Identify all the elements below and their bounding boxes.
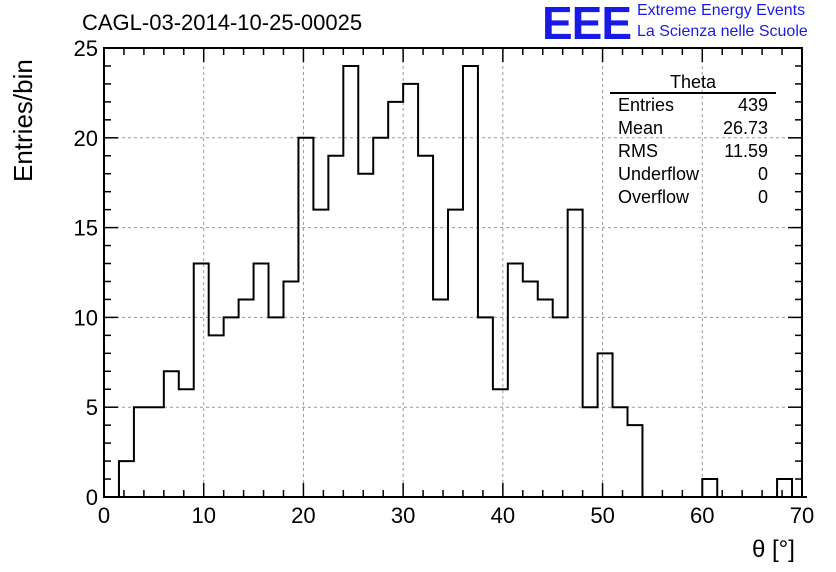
stats-label: Overflow <box>618 187 690 207</box>
histogram-bin <box>149 407 164 497</box>
histogram-bin <box>613 407 628 497</box>
histogram-bin <box>179 389 194 497</box>
stats-value: 11.59 <box>724 141 768 161</box>
stats-row-overflow: Overflow 0 <box>610 186 776 209</box>
x-tick-label: 30 <box>391 503 415 528</box>
stats-label: Entries <box>618 95 675 115</box>
histogram-bin <box>508 264 523 497</box>
histogram-bin <box>194 264 209 497</box>
histogram-bin <box>493 389 508 497</box>
histogram-bin <box>553 317 568 497</box>
stats-value: 0 <box>757 164 768 184</box>
histogram-bin <box>239 299 254 497</box>
x-tick-label: 70 <box>790 503 814 528</box>
stats-row-entries: Entries 439 <box>610 94 776 117</box>
histogram-bin <box>523 281 538 497</box>
logo-line-2: La Scienza nelle Scuole <box>637 23 808 40</box>
stats-value: 0 <box>757 187 768 207</box>
histogram-bin <box>583 407 598 497</box>
stats-label: RMS <box>618 141 658 161</box>
histogram-bin <box>568 210 583 497</box>
stats-row-underflow: Underflow 0 <box>610 163 776 186</box>
histogram-bin <box>328 156 343 497</box>
tick-labels: 0 10 20 30 40 50 60 70 0 5 10 15 20 25 <box>74 36 815 528</box>
histogram-bin <box>254 264 269 497</box>
histogram-bin <box>164 371 179 497</box>
grid-lines <box>104 48 802 497</box>
x-axis-label: θ [°] <box>752 536 795 563</box>
histogram-bin <box>269 317 284 497</box>
histogram-bin <box>119 461 134 497</box>
histogram-bin <box>463 66 478 497</box>
histogram-bin <box>448 210 463 497</box>
histogram-bin <box>538 299 553 497</box>
histogram-bin <box>134 407 149 497</box>
y-tick-label: 20 <box>74 126 98 151</box>
histogram-bin <box>418 156 433 497</box>
histogram-bin <box>628 425 643 497</box>
stats-title: Theta <box>610 72 776 94</box>
plot-frame <box>103 47 803 498</box>
histogram-bin <box>777 479 792 497</box>
x-tick-label: 60 <box>690 503 714 528</box>
x-tick-label: 20 <box>291 503 315 528</box>
y-tick-label: 5 <box>86 395 98 420</box>
stats-value: 439 <box>737 95 768 115</box>
axis-ticks <box>103 47 803 498</box>
histogram-bin <box>358 174 373 497</box>
y-tick-label: 25 <box>74 36 98 61</box>
histogram-bin <box>598 353 613 497</box>
histogram-bin <box>403 84 418 497</box>
y-tick-label: 0 <box>86 485 98 510</box>
histogram-bin <box>388 102 403 497</box>
chart-title: CAGL-03-2014-10-25-00025 <box>82 10 363 35</box>
stats-value: 26.73 <box>722 118 768 138</box>
histogram-bin <box>298 138 313 497</box>
stats-label: Underflow <box>618 164 700 184</box>
y-tick-label: 10 <box>74 305 98 330</box>
stats-row-rms: RMS 11.59 <box>610 140 776 163</box>
x-tick-label: 0 <box>98 503 110 528</box>
histogram-bin <box>313 210 328 497</box>
histogram-bin <box>433 299 448 497</box>
y-tick-label: 15 <box>74 216 98 241</box>
histogram-bin <box>209 335 224 497</box>
histogram-bin <box>702 479 717 497</box>
stats-row-mean: Mean 26.73 <box>610 117 776 140</box>
stats-box: Theta Entries 439 Mean 26.73 RMS 11.59 U… <box>610 72 776 209</box>
histogram-bin <box>224 317 239 497</box>
stats-label: Mean <box>618 118 664 138</box>
histogram-bin <box>343 66 358 497</box>
y-axis-label: Entries/bin <box>8 59 38 182</box>
x-tick-label: 10 <box>191 503 215 528</box>
eee-logo: EEE <box>542 0 632 49</box>
histogram-bin <box>373 138 388 497</box>
histogram-bin <box>283 281 298 497</box>
x-tick-label: 40 <box>491 503 515 528</box>
x-tick-label: 50 <box>590 503 614 528</box>
logo-line-1: Extreme Energy Events <box>637 2 806 19</box>
histogram-bin <box>478 317 493 497</box>
